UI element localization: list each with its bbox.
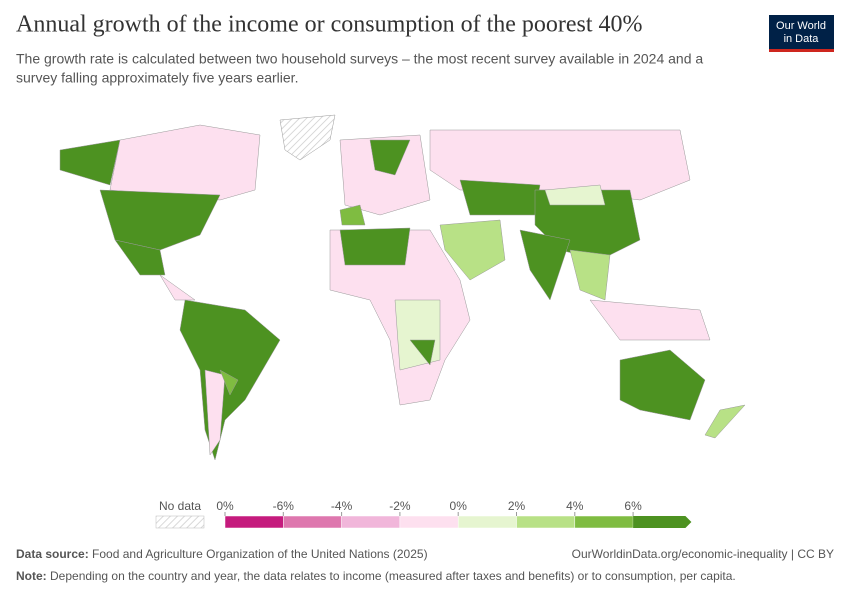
scandinavia bbox=[369, 139, 411, 176]
legend-label: 0% bbox=[450, 499, 468, 513]
legend-label: -2% bbox=[389, 499, 411, 513]
india bbox=[519, 229, 571, 301]
logo-bar bbox=[769, 49, 834, 52]
legend-bin bbox=[399, 515, 459, 529]
logo-text: Our World bbox=[776, 20, 826, 32]
legend-label: 2% bbox=[508, 499, 526, 513]
southeast-asia bbox=[569, 249, 611, 301]
central-america bbox=[159, 274, 196, 301]
map bbox=[59, 114, 746, 461]
legend-bin bbox=[224, 515, 284, 529]
legend-label: -6% bbox=[273, 499, 295, 513]
legend: No data 0% -6% -4% -2% 0% 2% 4% 6% bbox=[155, 499, 692, 529]
usa bbox=[99, 189, 221, 251]
middle-east bbox=[439, 219, 506, 281]
indonesia bbox=[589, 299, 711, 341]
mongolia bbox=[544, 184, 606, 206]
europe bbox=[339, 134, 431, 216]
logo-box bbox=[769, 15, 834, 51]
no-data-swatch bbox=[155, 515, 205, 529]
legend-label: 0% bbox=[216, 499, 234, 513]
central-asia bbox=[459, 179, 541, 216]
canada bbox=[109, 124, 261, 201]
central-africa bbox=[394, 299, 441, 371]
url[interactable]: OurWorldinData.org/economic-inequality |… bbox=[572, 547, 834, 561]
legend-label: 6% bbox=[624, 499, 642, 513]
source: Data source: Food and Agriculture Organi… bbox=[16, 547, 428, 561]
no-data-label: No data bbox=[159, 499, 201, 513]
logo[interactable]: Our World in Data bbox=[769, 15, 834, 52]
subtitle: The growth rate is calculated between tw… bbox=[16, 51, 703, 67]
australia bbox=[619, 349, 706, 421]
source-text: Food and Agriculture Organization of the… bbox=[92, 547, 428, 561]
legend-label: -4% bbox=[331, 499, 353, 513]
mexico bbox=[114, 239, 166, 276]
alaska bbox=[59, 139, 121, 186]
zambia bbox=[409, 339, 436, 366]
legend-bin bbox=[341, 515, 401, 529]
north-africa bbox=[339, 227, 411, 266]
new-zealand bbox=[704, 404, 746, 439]
iberia bbox=[339, 204, 366, 226]
legend-bin bbox=[457, 515, 517, 529]
note: Note: Depending on the country and year,… bbox=[16, 569, 736, 583]
note-label: Note: bbox=[16, 569, 47, 583]
legend-bin bbox=[574, 515, 634, 529]
greenland bbox=[279, 114, 336, 161]
title: Annual growth of the income or consumpti… bbox=[16, 12, 643, 38]
legend-bin bbox=[516, 515, 576, 529]
logo-text: in Data bbox=[784, 33, 820, 45]
chile-argentina bbox=[204, 369, 226, 456]
paraguay bbox=[219, 369, 239, 396]
legend-bin bbox=[283, 515, 342, 529]
note-text: Depending on the country and year, the d… bbox=[50, 569, 736, 583]
subtitle: survey falling approximately five years … bbox=[16, 70, 298, 86]
legend-bin bbox=[633, 516, 692, 528]
source-label: Data source: bbox=[16, 547, 89, 561]
legend-label: 4% bbox=[566, 499, 584, 513]
